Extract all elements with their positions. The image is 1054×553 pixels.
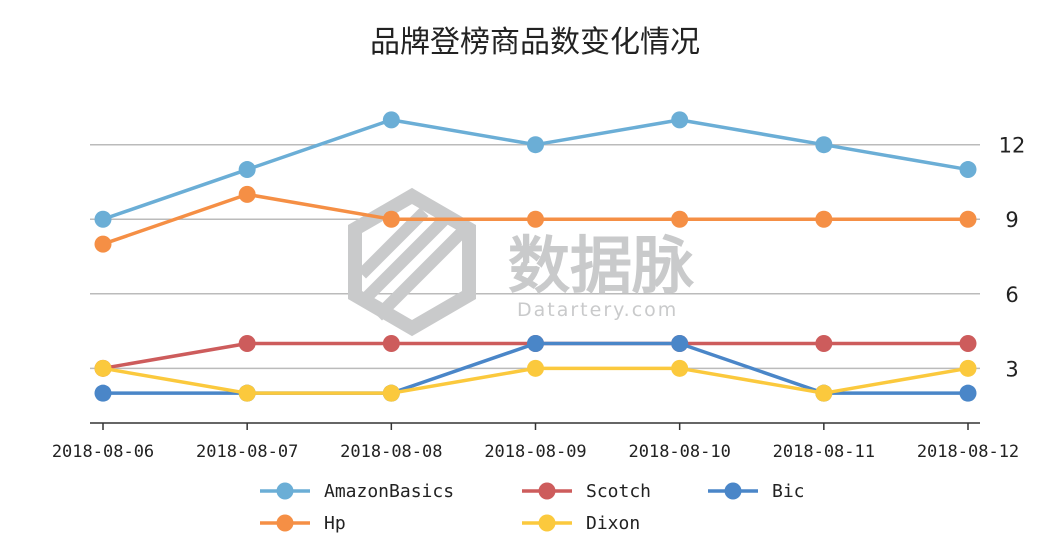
series-amazonbasics (94, 111, 977, 228)
legend-label: Bic (772, 481, 805, 502)
series-line (102, 118, 969, 221)
data-point (94, 384, 112, 402)
watermark-subtext: Datartery.com (517, 299, 678, 321)
data-point (382, 210, 400, 228)
y-tick-label: 3 (1005, 357, 1018, 381)
data-point (959, 210, 977, 228)
x-tick-label: 2018-08-09 (484, 442, 586, 462)
data-point (527, 136, 544, 154)
legend-swatch-marker (276, 482, 294, 500)
y-tick-label: 9 (1005, 208, 1018, 232)
x-tick-label: 2018-08-06 (52, 442, 154, 462)
data-point (671, 334, 689, 352)
chart-title: 品牌登榜商品数变化情况 (370, 25, 700, 60)
legend-label: AmazonBasics (324, 481, 454, 502)
data-point (382, 334, 400, 352)
data-point (94, 235, 112, 253)
x-tick-label: 2018-08-12 (917, 442, 1019, 462)
legend: AmazonBasics Scotch Bic Hp Dixon (260, 481, 805, 534)
data-point (815, 334, 833, 352)
data-point (815, 384, 833, 402)
data-point (94, 210, 112, 228)
x-tick-label: 2018-08-07 (196, 442, 298, 462)
legend-label: Hp (324, 513, 346, 534)
legend-item-bic: Bic (708, 481, 805, 502)
watermark: 数据脉 Datartery.com (348, 187, 695, 337)
legend-item-amazonbasics: AmazonBasics (260, 481, 454, 502)
legend-item-dixon: Dixon (522, 513, 640, 534)
legend-swatch-marker (276, 514, 294, 532)
series-hp (94, 185, 977, 253)
y-tick-label: 6 (1005, 283, 1018, 307)
legend-item-hp: Hp (260, 513, 346, 534)
data-point (238, 185, 256, 203)
data-point (238, 384, 256, 402)
data-point (671, 111, 689, 129)
data-point (959, 384, 977, 402)
legend-label: Dixon (586, 513, 640, 534)
legend-swatch-marker (538, 514, 556, 532)
data-point (815, 136, 833, 154)
y-tick-label: 12 (999, 134, 1026, 158)
data-point (94, 359, 112, 377)
legend-swatch-marker (538, 482, 556, 500)
series-lines (94, 111, 977, 402)
data-point (959, 359, 977, 377)
data-point (527, 334, 544, 352)
y-axis: 3 6 9 12 (999, 134, 1026, 382)
legend-label: Scotch (586, 481, 651, 502)
x-tick-label: 2018-08-08 (340, 442, 442, 462)
data-point (527, 359, 544, 377)
x-tick-label: 2018-08-11 (773, 442, 875, 462)
data-point (959, 334, 977, 352)
data-point (238, 334, 256, 352)
data-point (382, 111, 400, 129)
watermark-text: 数据脉 (508, 229, 695, 302)
data-point (671, 359, 689, 377)
data-point (527, 210, 544, 228)
data-point (238, 161, 256, 179)
legend-item-scotch: Scotch (522, 481, 651, 502)
x-axis: 2018-08-06 2018-08-07 2018-08-08 2018-08-09… (52, 422, 1019, 462)
watermark-logo-icon (348, 187, 476, 337)
data-point (671, 210, 689, 228)
series-dixon (94, 359, 977, 402)
data-point (382, 384, 400, 402)
x-tick-label: 2018-08-10 (628, 442, 730, 462)
data-point (959, 161, 977, 179)
legend-swatch-marker (724, 482, 742, 500)
data-point (815, 210, 833, 228)
